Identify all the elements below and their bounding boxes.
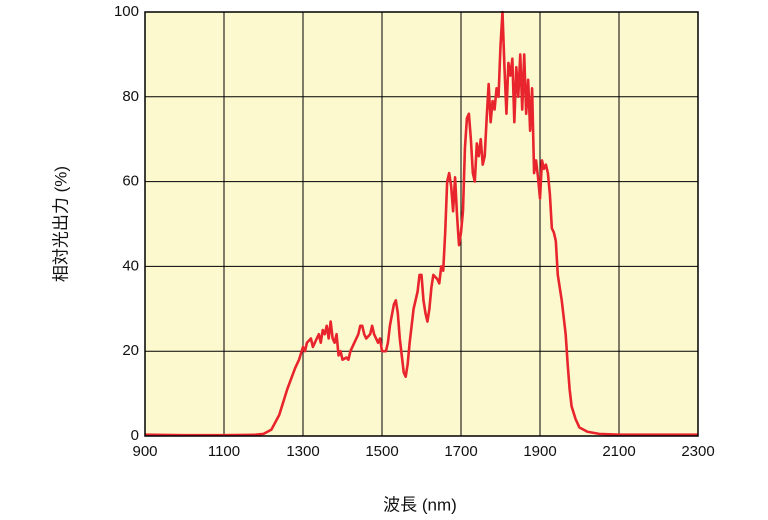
y-tick-label: 0 bbox=[131, 427, 139, 444]
marks bbox=[144, 10, 698, 437]
y-tick-label: 100 bbox=[114, 3, 139, 20]
x-tick-label: 2100 bbox=[602, 443, 635, 460]
y-tick-label: 20 bbox=[122, 342, 139, 359]
x-tick-label: 900 bbox=[132, 443, 157, 460]
y-tick-label: 40 bbox=[122, 257, 139, 274]
y-tick-label: 80 bbox=[122, 88, 139, 105]
spectrum-line bbox=[144, 10, 698, 437]
x-axis-label: 波長 (nm) bbox=[383, 495, 457, 514]
x-tick-label: 1500 bbox=[365, 443, 398, 460]
x-tick-label: 1300 bbox=[286, 443, 319, 460]
plot-frame bbox=[144, 11, 699, 437]
x-tick-label: 2300 bbox=[681, 443, 714, 460]
x-tick-label: 1100 bbox=[208, 443, 240, 460]
plot-background bbox=[145, 12, 698, 436]
x-tick-label: 1700 bbox=[444, 443, 477, 460]
y-tick-label: 60 bbox=[122, 173, 139, 190]
x-tick-label: 1900 bbox=[523, 443, 556, 460]
y-axis-label: 相対光出力 (%) bbox=[51, 166, 70, 282]
